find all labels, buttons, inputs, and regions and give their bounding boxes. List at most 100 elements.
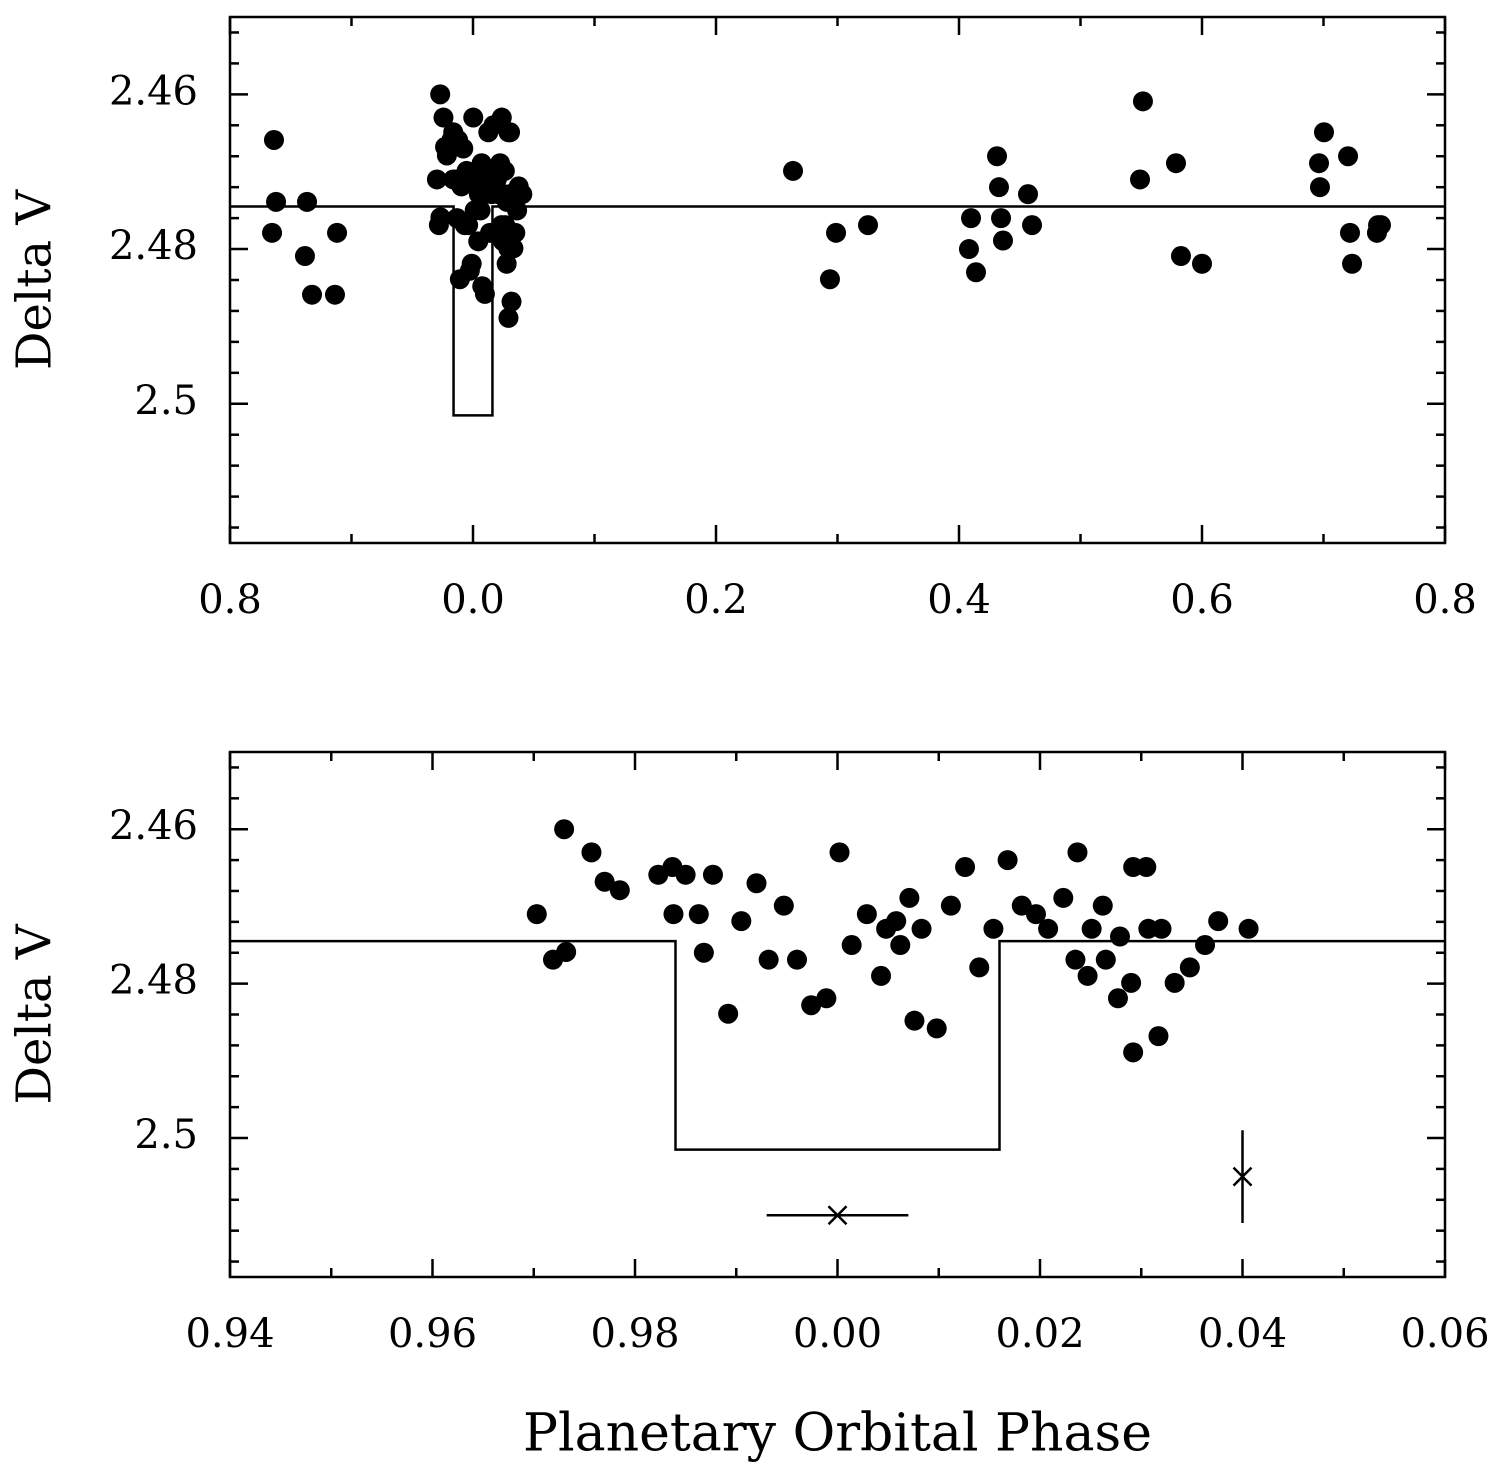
data-point: [856, 904, 877, 925]
x-tick-label: 0.0: [441, 577, 505, 623]
data-point: [1053, 887, 1074, 908]
data-point: [1338, 146, 1359, 167]
plot-frame: [228, 750, 1447, 1279]
data-point: [594, 871, 615, 892]
data-point: [958, 239, 979, 260]
data-point: [1095, 949, 1116, 970]
y-tick-label: 2.46: [109, 803, 198, 849]
data-point: [302, 284, 323, 305]
data-point: [1077, 965, 1098, 986]
data-point: [503, 238, 524, 259]
data-point: [663, 904, 684, 925]
data-point: [1130, 169, 1151, 190]
data-point: [463, 107, 484, 128]
data-point: [1164, 972, 1185, 993]
y-axis-label: Delta V: [7, 923, 63, 1104]
data-point: [526, 904, 547, 925]
data-point: [1065, 949, 1086, 970]
data-point: [554, 819, 575, 840]
data-point: [498, 307, 519, 328]
data-point: [1208, 911, 1229, 932]
x-tick-label: 0.04: [1198, 1311, 1287, 1357]
data-point: [609, 880, 630, 901]
data-point: [327, 222, 348, 243]
x-tick-label: 0.96: [388, 1311, 477, 1357]
data-point: [1309, 177, 1330, 198]
data-point: [436, 145, 457, 166]
data-point: [718, 1003, 739, 1024]
data-point: [829, 842, 850, 863]
data-point: [581, 842, 602, 863]
data-point: [841, 935, 862, 956]
data-point: [1132, 91, 1153, 112]
data-point: [1067, 842, 1088, 863]
data-point: [494, 160, 515, 181]
data-point: [501, 291, 522, 312]
data-point: [1022, 215, 1043, 236]
y-tick-label: 2.46: [109, 68, 198, 114]
data-point: [512, 184, 533, 205]
data-point: [1123, 1042, 1144, 1063]
data-point: [1109, 926, 1130, 947]
x-tick-label: 0.02: [995, 1311, 1084, 1357]
data-point: [453, 138, 474, 159]
x-tick-label: 0.8: [198, 577, 262, 623]
data-point: [1165, 153, 1186, 174]
data-point: [1170, 246, 1191, 267]
data-point: [1151, 918, 1172, 939]
data-point: [961, 208, 982, 229]
x-tick-label: 0.4: [927, 577, 991, 623]
data-point: [731, 911, 752, 932]
data-point: [430, 84, 451, 105]
data-point: [826, 222, 847, 243]
data-point: [430, 207, 451, 228]
model-line: [230, 205, 1445, 417]
data-point: [819, 269, 840, 290]
data-point: [1092, 895, 1113, 916]
data-point: [886, 911, 907, 932]
data-point: [871, 965, 892, 986]
model-line: [230, 939, 1445, 1151]
data-point: [1121, 972, 1142, 993]
data-point: [816, 988, 837, 1009]
data-point: [262, 222, 283, 243]
data-point: [263, 129, 284, 150]
x-tick-label: 0.8: [1413, 577, 1477, 623]
data-point: [1238, 918, 1259, 939]
data-point: [1192, 253, 1212, 274]
x-tick-label: 0.2: [684, 577, 748, 623]
data-point: [1342, 253, 1363, 274]
data-point: [500, 122, 521, 143]
data-point: [1339, 222, 1360, 243]
data-point: [297, 191, 318, 212]
data-point: [556, 941, 577, 962]
data-point: [801, 995, 822, 1016]
data-point: [702, 864, 723, 885]
data-point: [983, 918, 1004, 939]
data-point: [890, 935, 911, 956]
data-point: [505, 222, 526, 243]
data-point: [1081, 918, 1102, 939]
data-point: [1313, 122, 1334, 143]
data-point: [1038, 918, 1059, 939]
data-point: [507, 200, 528, 221]
x-axis-label: Planetary Orbital Phase: [523, 1404, 1152, 1464]
data-point: [1018, 184, 1039, 205]
data-point: [461, 253, 482, 274]
data-point: [987, 146, 1008, 167]
data-point: [693, 942, 714, 963]
data-point: [991, 208, 1012, 229]
data-point: [783, 160, 804, 181]
data-point: [955, 857, 976, 878]
data-point: [675, 864, 696, 885]
data-point: [433, 107, 454, 128]
error-bar-center: [1232, 1166, 1253, 1187]
x-tick-label: 0.06: [1400, 1311, 1489, 1357]
data-point: [926, 1018, 947, 1039]
data-point: [266, 191, 287, 212]
x-tick-label: 0.94: [185, 1311, 274, 1357]
data-point: [758, 949, 779, 970]
data-point: [787, 949, 807, 970]
data-point: [966, 262, 987, 283]
